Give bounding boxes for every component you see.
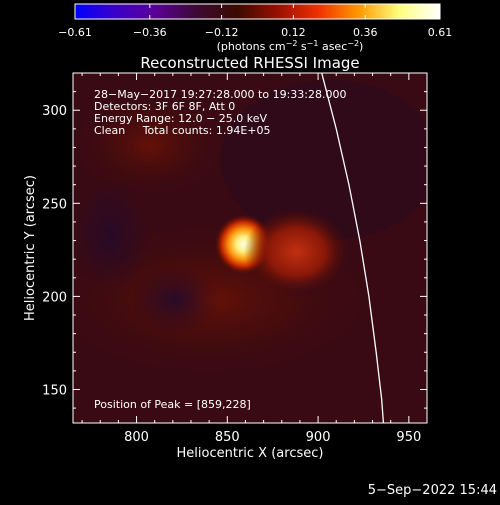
- heatmap-image: [73, 73, 427, 423]
- colorbar: [74, 3, 441, 20]
- upper-right-dim-region: [220, 80, 427, 240]
- y-axis-ticks: 150 200 250 300: [42, 72, 427, 409]
- left-dark-region: [73, 175, 150, 295]
- info-energy-range: Energy Range: 12.0 − 25.0 keV: [94, 112, 268, 125]
- x-tick-label: 850: [215, 430, 240, 445]
- x-tick-label: 950: [396, 430, 421, 445]
- colorbar-ticks: −0.61 −0.36 −0.12 0.12 0.36 0.61: [58, 4, 452, 39]
- y-axis-label: Heliocentric Y (arcsec): [23, 175, 38, 321]
- x-tick-label: 800: [124, 430, 149, 445]
- colorbar-tick-label: −0.61: [58, 26, 92, 39]
- info-clean-counts: Clean Total counts: 1.94E+05: [94, 124, 271, 137]
- y-tick-label: 150: [42, 383, 67, 398]
- x-axis-ticks: 800 850 900 950: [81, 73, 428, 445]
- colorbar-units: (photons cm−2 s−1 asec−2): [217, 39, 364, 53]
- colorbar-tick-label: −0.36: [133, 26, 167, 39]
- footer-timestamp: 5−Sep−2022 15:44: [368, 483, 497, 498]
- colorbar-tick-label: 0.12: [281, 26, 306, 39]
- peak-position-label: Position of Peak = [859,228]: [94, 398, 251, 411]
- colorbar-tick-label: 0.61: [428, 26, 453, 39]
- upper-left-diffuse-emission: [73, 90, 230, 200]
- colorbar-tick-label: −0.12: [205, 26, 239, 39]
- secondary-source: [244, 208, 349, 296]
- info-time-range: 28−May−2017 19:27:28.000 to 19:33:28.000: [94, 88, 347, 101]
- lower-left-dark-region: [130, 265, 220, 335]
- plot-frame: [72, 72, 428, 424]
- colorbar-tick-label: 0.36: [353, 26, 378, 39]
- info-detectors: Detectors: 3F 6F 8F, Att 0: [94, 100, 235, 113]
- y-tick-label: 300: [42, 104, 67, 119]
- y-tick-label: 250: [42, 197, 67, 212]
- solar-limb-line: [321, 73, 385, 423]
- x-tick-label: 900: [306, 430, 331, 445]
- sources-layer: [214, 208, 349, 296]
- x-axis-label: Heliocentric X (arcsec): [177, 446, 324, 461]
- y-tick-label: 200: [42, 290, 67, 305]
- chart-title: Reconstructed RHESSI Image: [140, 54, 359, 72]
